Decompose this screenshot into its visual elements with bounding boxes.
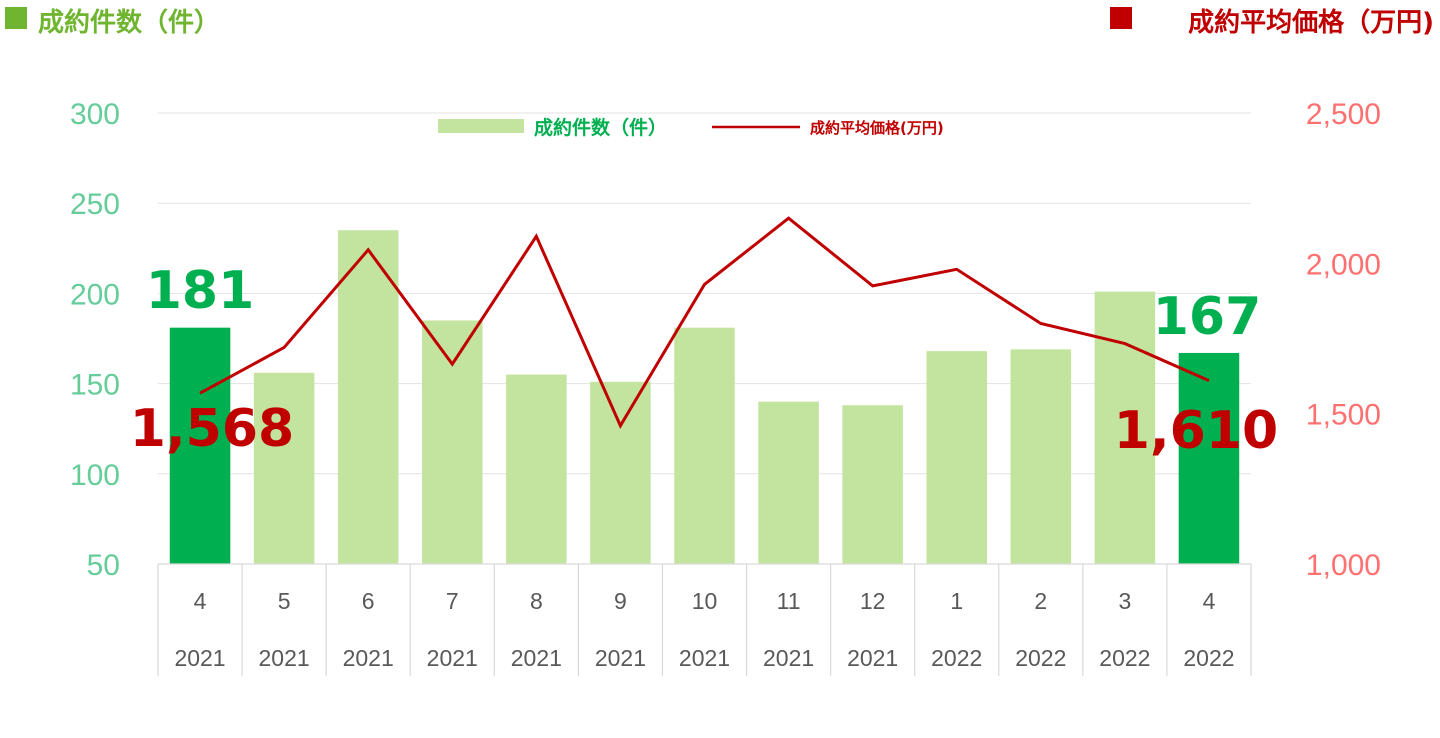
legend-line-label: 成約平均価格(万円) bbox=[810, 119, 944, 137]
bar-highlight bbox=[1178, 352, 1240, 564]
month-label: 4 bbox=[1203, 588, 1216, 614]
year-label: 2022 bbox=[1099, 645, 1150, 671]
month-label: 11 bbox=[777, 588, 801, 614]
month-label: 9 bbox=[614, 588, 627, 614]
callout-last-count: 167 bbox=[1153, 287, 1262, 347]
year-label: 2021 bbox=[174, 645, 225, 671]
month-label: 3 bbox=[1118, 588, 1131, 614]
year-label: 2021 bbox=[511, 645, 562, 671]
left-axis-tick: 300 bbox=[70, 98, 120, 131]
left-axis: 300 250 200 150 100 50 bbox=[70, 98, 120, 582]
line-series bbox=[199, 216, 1210, 429]
left-axis-title: 成約件数（件） bbox=[38, 7, 220, 38]
legend: 成約件数（件） 成約平均価格(万円) bbox=[438, 116, 944, 139]
year-label: 2021 bbox=[427, 645, 478, 671]
left-axis-tick: 50 bbox=[87, 549, 120, 582]
right-axis-tick: 1,000 bbox=[1306, 549, 1381, 582]
bar bbox=[758, 401, 819, 564]
legend-bar-label: 成約件数（件） bbox=[534, 116, 667, 139]
year-label: 2021 bbox=[847, 645, 898, 671]
left-title-marker bbox=[5, 7, 27, 29]
bar bbox=[590, 381, 651, 564]
left-axis-tick: 250 bbox=[70, 188, 120, 221]
month-label: 5 bbox=[278, 588, 291, 614]
month-label: 7 bbox=[446, 588, 459, 614]
month-label: 1 bbox=[950, 588, 963, 614]
year-label: 2022 bbox=[1015, 645, 1066, 671]
right-axis-tick: 2,000 bbox=[1306, 248, 1381, 281]
year-label: 2021 bbox=[763, 645, 814, 671]
right-axis-title: 成約平均価格（万円) bbox=[1188, 7, 1434, 38]
bar bbox=[1094, 291, 1156, 564]
right-axis-tick: 1,500 bbox=[1306, 399, 1381, 432]
bar bbox=[506, 374, 567, 564]
year-label: 2022 bbox=[1183, 645, 1234, 671]
month-label: 6 bbox=[362, 588, 375, 614]
bar bbox=[422, 320, 483, 564]
callouts: 181 167 1,568 1,610 bbox=[130, 261, 1278, 461]
bar bbox=[674, 327, 735, 564]
bar-series bbox=[169, 230, 1240, 564]
left-title-group: 成約件数（件） bbox=[5, 7, 220, 38]
month-label: 10 bbox=[692, 588, 718, 614]
right-axis-tick: 2,500 bbox=[1306, 98, 1381, 131]
right-axis: 2,500 2,000 1,500 1,000 bbox=[1306, 98, 1381, 582]
category-axis: 4 2021 5 2021 6 2021 7 2021 8 2021 9 2021 10 2021 11 20… bbox=[157, 563, 1252, 676]
bar bbox=[1010, 349, 1072, 564]
bar-highlight bbox=[169, 327, 231, 564]
year-label: 2021 bbox=[259, 645, 310, 671]
year-label: 2021 bbox=[595, 645, 646, 671]
year-label: 2022 bbox=[931, 645, 982, 671]
month-label: 2 bbox=[1034, 588, 1047, 614]
month-label: 4 bbox=[194, 588, 207, 614]
year-label: 2021 bbox=[343, 645, 394, 671]
bar bbox=[842, 405, 903, 564]
callout-first-price: 1,568 bbox=[130, 399, 294, 459]
month-label: 8 bbox=[530, 588, 543, 614]
bar bbox=[926, 351, 987, 564]
bar bbox=[337, 230, 399, 564]
month-label: 12 bbox=[860, 588, 886, 614]
callout-last-price: 1,610 bbox=[1114, 401, 1278, 461]
right-title-marker bbox=[1110, 7, 1132, 29]
right-title-group: 成約平均価格（万円) bbox=[1110, 7, 1434, 38]
left-axis-tick: 200 bbox=[70, 278, 120, 311]
left-axis-tick: 150 bbox=[70, 369, 120, 402]
left-axis-tick: 100 bbox=[70, 459, 120, 492]
bar bbox=[253, 372, 315, 564]
callout-first-count: 181 bbox=[146, 261, 255, 321]
year-label: 2021 bbox=[679, 645, 730, 671]
legend-bar-swatch bbox=[438, 119, 524, 133]
